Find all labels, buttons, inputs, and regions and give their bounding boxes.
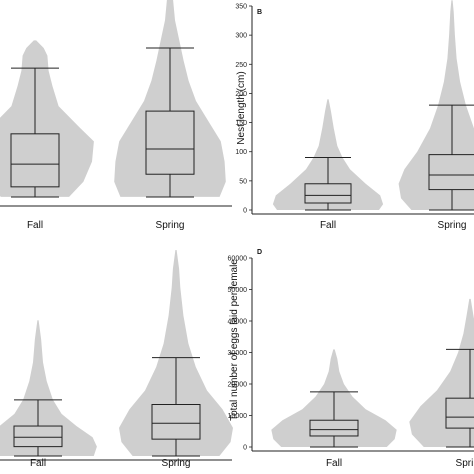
y-tick-label: 10000 xyxy=(228,413,248,420)
panel-tag: B xyxy=(257,9,262,16)
y-tick-label: 350 xyxy=(235,4,247,11)
panel-2: 0 50 100 150 200 250 300 350 B Nest length (cm) Fa… xyxy=(235,0,474,231)
violin-fall xyxy=(0,320,97,457)
iqr-box xyxy=(309,419,359,437)
violin-fall xyxy=(271,349,397,448)
y-tick-label: 100 xyxy=(235,149,247,156)
iqr-box xyxy=(304,183,352,204)
violin-fall xyxy=(0,40,94,198)
iqr-box xyxy=(10,133,60,188)
panel-tag: D xyxy=(257,249,262,256)
violin-shape xyxy=(119,250,233,456)
violin-shape xyxy=(409,298,474,447)
y-tick-label: 200 xyxy=(235,91,247,98)
y-tick-label: 250 xyxy=(235,62,247,69)
panel-4: 0 10000 20000 30000 40000 50000 60000 D Total nu… xyxy=(228,249,474,469)
y-tick-label: 300 xyxy=(235,33,247,40)
category-label: Fall xyxy=(326,458,342,469)
y-axis-title: Total number of eggs laid per female xyxy=(229,259,240,421)
panel-1: Fall Spring xyxy=(0,0,232,231)
category-label: Spring xyxy=(156,220,185,231)
category-label: Fall xyxy=(27,220,43,231)
category-label: Fall xyxy=(320,220,336,231)
violin-fall xyxy=(272,99,384,211)
category-label: Fall xyxy=(30,458,46,469)
iqr-box xyxy=(151,404,201,440)
violin-spring xyxy=(114,0,226,198)
iqr-box xyxy=(145,110,195,175)
iqr-box xyxy=(13,425,63,448)
y-tick-label: 60000 xyxy=(228,256,248,263)
violin-shape xyxy=(398,0,474,210)
category-label: Spring xyxy=(456,458,474,469)
y-tick-label: 50000 xyxy=(228,287,248,294)
panel-3: Fall Spring xyxy=(0,250,233,469)
y-tick-label: 30000 xyxy=(228,350,248,357)
y-axis-title: Nest length (cm) xyxy=(236,71,247,144)
violin-shape xyxy=(0,40,94,197)
violin-spring xyxy=(409,298,474,448)
violin-shape xyxy=(272,99,384,210)
violin-spring xyxy=(119,250,233,457)
y-tick-label: 40000 xyxy=(228,319,248,326)
category-label: Spring xyxy=(438,220,467,231)
category-label: Spring xyxy=(162,458,191,469)
y-tick-label: 20000 xyxy=(228,382,248,389)
y-tick-label: 150 xyxy=(235,120,247,127)
y-tick-label: 50 xyxy=(239,178,247,185)
iqr-box xyxy=(428,154,474,191)
iqr-box xyxy=(445,397,474,429)
violin-shape xyxy=(0,320,97,456)
violin-spring xyxy=(398,0,474,211)
y-tick-label: 0 xyxy=(243,445,247,452)
y-tick-label: 0 xyxy=(243,208,247,215)
